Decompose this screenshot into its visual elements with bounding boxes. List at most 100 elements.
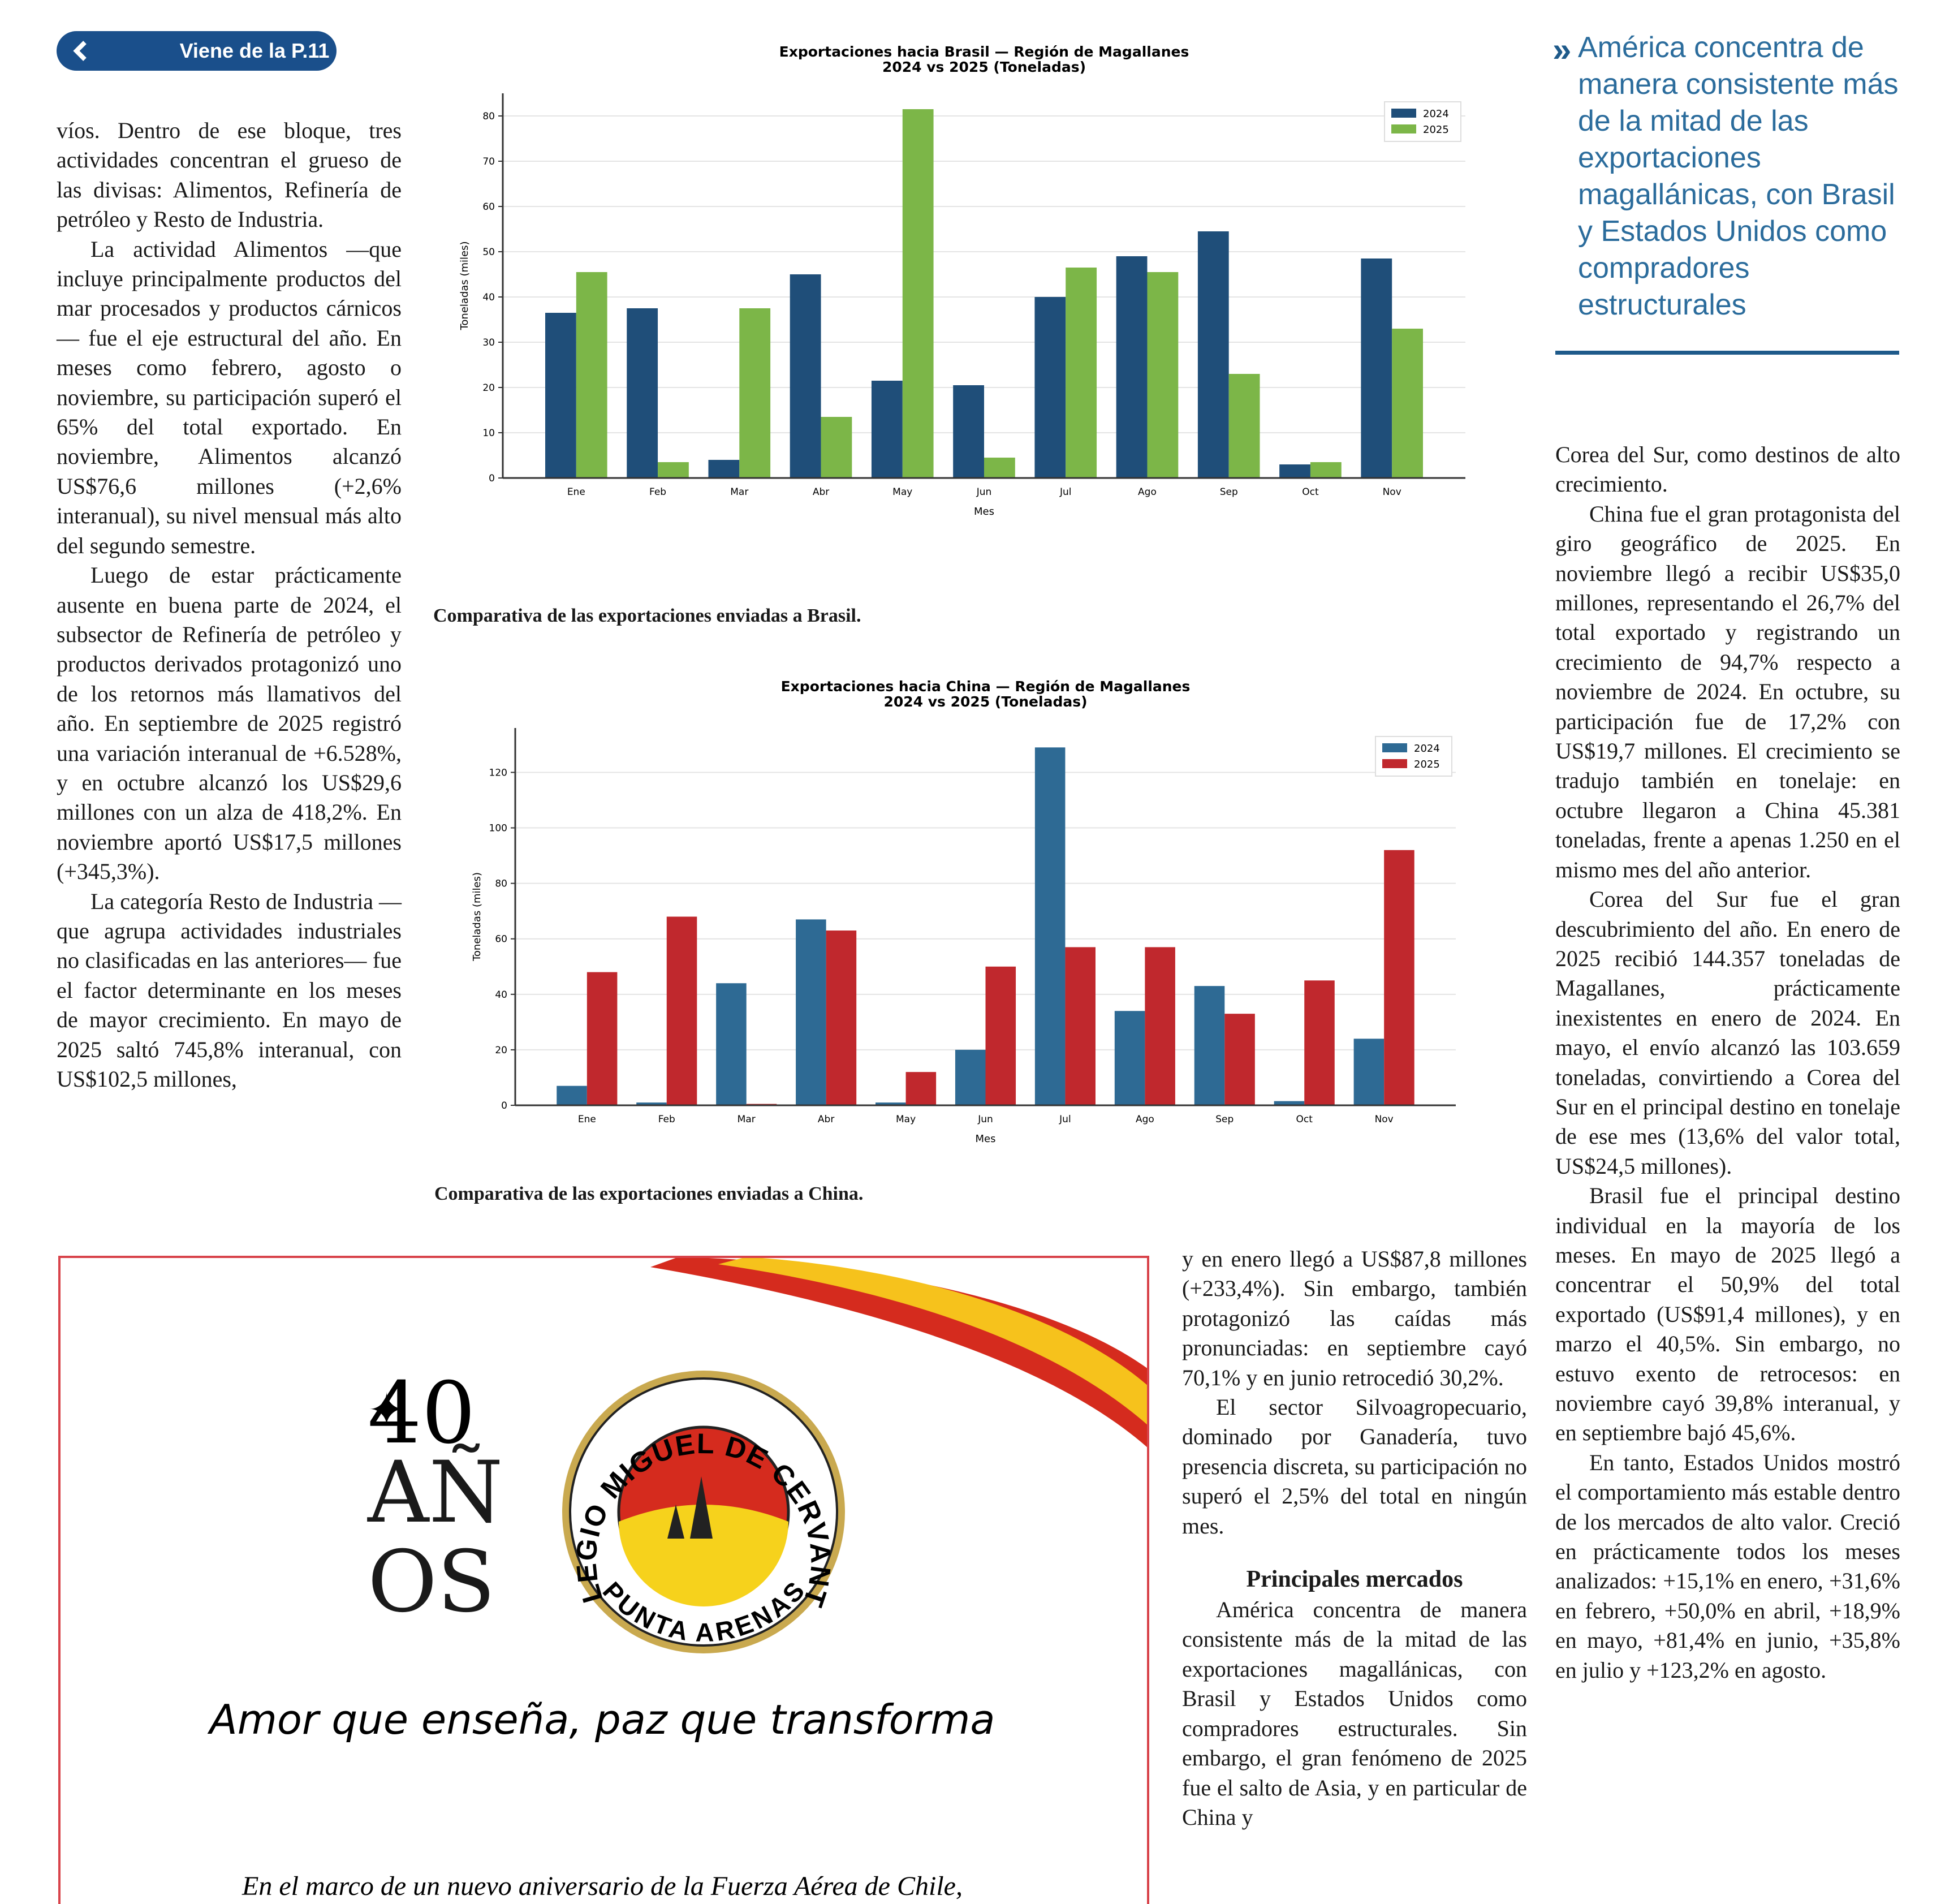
- y-axis-label: Toneladas (miles): [459, 241, 471, 330]
- paragraph: La actividad Alimentos —que incluye prin…: [57, 236, 402, 558]
- bar: [666, 916, 697, 1105]
- y-tick-label: 120: [489, 767, 507, 778]
- bar: [826, 931, 857, 1105]
- bar: [636, 1102, 667, 1105]
- y-tick-label: 0: [489, 473, 495, 484]
- bar: [627, 308, 658, 478]
- bar: [985, 966, 1016, 1105]
- bar: [905, 1072, 937, 1105]
- bar: [1384, 850, 1414, 1105]
- quote-icon: »: [1552, 31, 1571, 68]
- bar: [955, 1049, 986, 1105]
- paragraph: Corea del Sur, como destinos de alto cre…: [1555, 442, 1900, 497]
- bar: [557, 1085, 587, 1105]
- legend-label: 2025: [1414, 759, 1440, 770]
- chart-subtitle: 2024 vs 2025 (Toneladas): [882, 59, 1086, 75]
- legend-label: 2025: [1423, 124, 1449, 136]
- bar: [1034, 747, 1066, 1105]
- x-tick-label: Feb: [658, 1114, 675, 1125]
- emblem-bottom: [619, 1505, 788, 1606]
- y-tick-label: 60: [495, 934, 507, 945]
- bar: [1353, 1039, 1385, 1105]
- advert-star: ✦: [368, 1384, 406, 1436]
- x-tick-label: May: [896, 1114, 916, 1125]
- bar: [1279, 464, 1310, 478]
- bar: [790, 274, 821, 478]
- bar: [586, 972, 618, 1105]
- y-tick-label: 20: [495, 1045, 507, 1056]
- y-tick-label: 40: [495, 989, 507, 1001]
- bar: [1310, 462, 1342, 478]
- paragraph: Luego de estar prácticamente ausente en …: [57, 562, 402, 885]
- bar: [1147, 272, 1179, 478]
- middle-column: y en enero llegó a US$87,8 millones (+23…: [1182, 1244, 1527, 1832]
- y-tick-label: 100: [489, 823, 507, 834]
- paragraph: víos. Dentro de ese bloque, tres activid…: [57, 118, 402, 232]
- x-tick-label: Nov: [1375, 1114, 1394, 1125]
- bar: [1224, 1014, 1255, 1105]
- y-tick-label: 80: [495, 878, 507, 890]
- y-tick-label: 60: [482, 201, 495, 213]
- x-tick-label: Abr: [818, 1114, 834, 1125]
- bar: [1274, 1101, 1305, 1105]
- y-tick-label: 40: [482, 292, 495, 303]
- chart-subtitle: 2024 vs 2025 (Toneladas): [883, 693, 1087, 710]
- bar: [658, 462, 689, 478]
- bar: [1066, 268, 1097, 478]
- nav-pill[interactable]: [57, 31, 337, 71]
- bar: [1114, 1011, 1145, 1105]
- advert-number: 40: [368, 1364, 476, 1463]
- legend-swatch: [1382, 759, 1407, 768]
- y-axis-label: Toneladas (miles): [471, 872, 483, 962]
- x-tick-label: Oct: [1296, 1114, 1313, 1125]
- y-tick-label: 20: [482, 382, 495, 394]
- legend-label: 2024: [1414, 743, 1440, 755]
- bar: [1194, 986, 1225, 1105]
- charts: Exportaciones hacia Brasil — Región de M…: [459, 44, 1465, 1145]
- bar: [1065, 947, 1096, 1105]
- x-tick-label: Ene: [567, 486, 585, 498]
- legend-box: [1375, 736, 1452, 777]
- emblem-figures: [667, 1476, 713, 1539]
- chart-caption: Comparativa de las exportaciones enviada…: [433, 605, 861, 626]
- x-tick-label: Jun: [977, 1114, 993, 1125]
- y-tick-label: 0: [501, 1100, 507, 1112]
- x-tick-label: May: [892, 486, 912, 498]
- x-tick-label: Jul: [1059, 1114, 1071, 1125]
- x-axis-label: Mes: [974, 506, 994, 518]
- advert-text: En el marco de un nuevo aniversario de l…: [241, 1871, 963, 1901]
- x-tick-label: Oct: [1302, 486, 1319, 498]
- legend-swatch: [1391, 124, 1416, 133]
- nav-label[interactable]: Viene de la P.11: [180, 39, 330, 62]
- legend-swatch: [1382, 743, 1407, 752]
- y-tick-label: 50: [482, 247, 495, 258]
- bar: [1145, 947, 1175, 1105]
- bar: [739, 308, 771, 478]
- nav-chevron: [73, 41, 87, 61]
- x-tick-label: Feb: [649, 486, 666, 498]
- bar: [984, 458, 1015, 478]
- x-tick-label: Nov: [1383, 486, 1401, 498]
- flag-ribbon-yellow: [718, 1257, 1148, 1425]
- quote-rule: [1555, 351, 1899, 355]
- right-column: Corea del Sur, como destinos de alto cre…: [1555, 440, 1900, 1685]
- legend-box: [1384, 101, 1461, 142]
- bar: [708, 460, 740, 478]
- paragraph: China fue el gran protagonista del giro …: [1555, 501, 1900, 882]
- bar: [821, 417, 852, 478]
- bar: [1034, 297, 1066, 478]
- x-tick-label: Jul: [1059, 486, 1072, 498]
- bar: [953, 385, 984, 478]
- bar: [576, 272, 607, 478]
- advert-slogan: Amor que enseña, paz que transforma: [207, 1696, 995, 1743]
- y-tick-label: 30: [482, 337, 495, 348]
- bar: [1197, 231, 1229, 478]
- x-tick-label: Ene: [578, 1114, 596, 1125]
- paragraph: En tanto, Estados Unidos mostró el compo…: [1555, 1449, 1900, 1683]
- x-tick-label: Mar: [730, 486, 748, 498]
- y-tick-label: 80: [482, 111, 495, 122]
- x-tick-label: Ago: [1138, 486, 1157, 498]
